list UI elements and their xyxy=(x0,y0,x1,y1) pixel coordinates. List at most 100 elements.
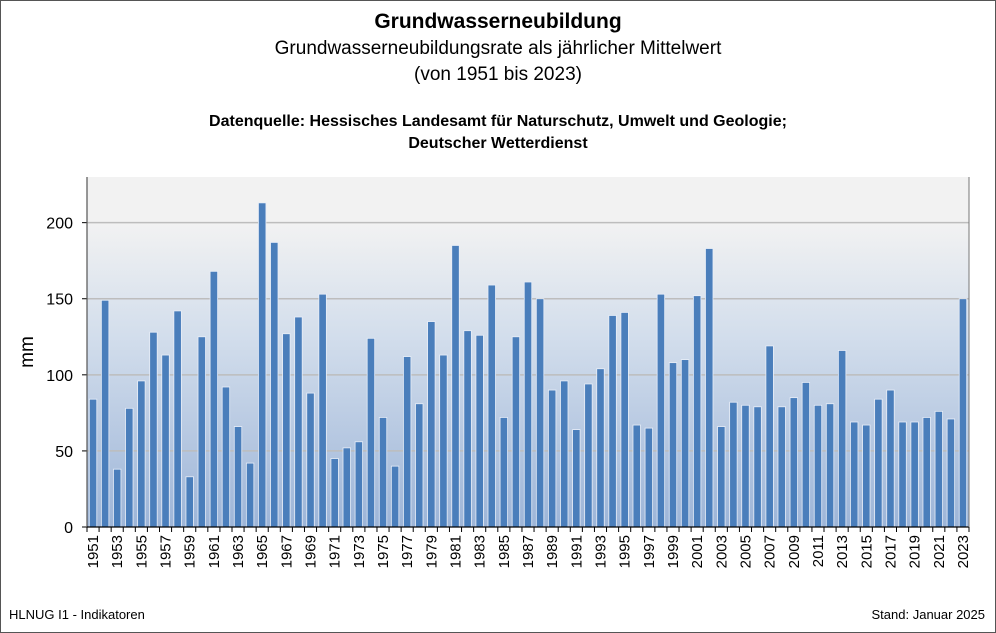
bar xyxy=(825,403,835,528)
chart-subtitle: Grundwasserneubildungsrate als jährliche… xyxy=(274,38,722,59)
bar xyxy=(245,462,255,528)
bar xyxy=(813,404,823,528)
bar xyxy=(801,382,811,528)
x-tick-label: 1963 xyxy=(230,535,247,568)
y-tick-label: 150 xyxy=(46,292,73,309)
y-tick-label: 0 xyxy=(64,520,73,537)
data-source-line-2: Deutscher Wetterdienst xyxy=(408,135,588,152)
bar xyxy=(523,281,533,528)
bar xyxy=(366,337,376,528)
bar xyxy=(898,421,907,528)
bar xyxy=(560,380,569,528)
bar xyxy=(161,354,170,528)
bar xyxy=(463,330,472,528)
bar xyxy=(886,389,895,528)
bar xyxy=(88,398,98,528)
bar xyxy=(173,310,182,528)
chart-period: (von 1951 bis 2023) xyxy=(414,64,582,85)
x-tick-label: 2007 xyxy=(762,535,779,568)
footer-date: Stand: Januar 2025 xyxy=(871,607,985,622)
bar xyxy=(475,334,484,528)
bar xyxy=(837,350,847,528)
bar xyxy=(451,245,460,528)
x-tick-label: 2021 xyxy=(931,535,948,568)
x-tick-label: 1985 xyxy=(496,535,513,568)
bar xyxy=(789,397,798,528)
x-tick-label: 1997 xyxy=(641,535,658,568)
bar xyxy=(185,476,194,528)
bar xyxy=(777,406,786,528)
bar xyxy=(233,426,243,528)
bar xyxy=(934,410,943,528)
bar xyxy=(548,389,557,528)
x-tick-label: 1959 xyxy=(182,535,199,568)
bar xyxy=(596,368,605,528)
x-tick-label: 1967 xyxy=(278,535,295,568)
bar xyxy=(499,417,508,528)
x-tick-label: 1951 xyxy=(85,535,102,568)
bar xyxy=(862,424,871,528)
bar xyxy=(427,321,436,528)
x-tick-label: 2013 xyxy=(834,535,851,568)
y-tick-label: 50 xyxy=(55,444,73,461)
bar xyxy=(765,345,774,528)
x-tick-label: 1953 xyxy=(109,535,126,568)
x-tick-label: 1981 xyxy=(448,535,465,568)
x-tick-label: 1957 xyxy=(158,535,175,568)
bar xyxy=(741,404,750,528)
bar xyxy=(125,407,134,528)
bar xyxy=(693,295,702,528)
x-tick-label: 2003 xyxy=(713,535,730,568)
bar xyxy=(850,421,859,528)
bar xyxy=(572,429,581,528)
x-tick-label: 2001 xyxy=(689,535,706,568)
x-tick-label: 2019 xyxy=(907,535,924,568)
x-tick-label: 2009 xyxy=(786,535,803,568)
bar xyxy=(390,465,400,528)
bar xyxy=(258,202,267,528)
x-tick-label: 1983 xyxy=(472,535,489,568)
footer-source: HLNUG I1 - Indikatoren xyxy=(9,607,145,622)
bar xyxy=(656,293,666,528)
x-tick-label: 1969 xyxy=(303,535,320,568)
x-tick-label: 1971 xyxy=(327,535,344,568)
bar xyxy=(149,331,158,528)
bar xyxy=(403,356,412,528)
x-tick-label: 2015 xyxy=(858,535,875,568)
bar xyxy=(584,383,593,528)
bar xyxy=(342,447,351,528)
bar xyxy=(680,359,690,528)
data-source-line-1: Datenquelle: Hessisches Landesamt für Na… xyxy=(209,113,787,130)
x-tick-label: 2005 xyxy=(737,535,754,568)
bar xyxy=(270,242,279,528)
x-tick-label: 1955 xyxy=(133,535,150,568)
x-tick-label: 1993 xyxy=(592,535,609,568)
bar xyxy=(705,248,714,528)
bar xyxy=(209,270,219,528)
chart-title: Grundwasserneubildung xyxy=(374,10,622,33)
x-tick-label: 1989 xyxy=(544,535,561,568)
x-tick-label: 1987 xyxy=(520,535,537,568)
bar xyxy=(632,424,641,528)
x-tick-label: 1991 xyxy=(568,535,585,568)
x-tick-label: 1999 xyxy=(665,535,682,568)
x-tick-label: 1965 xyxy=(254,535,271,568)
bar xyxy=(415,403,424,528)
x-tick-label: 1973 xyxy=(351,535,368,568)
bar xyxy=(330,458,339,528)
bar xyxy=(910,421,919,528)
x-tick-label: 2023 xyxy=(955,535,972,568)
bar xyxy=(282,333,291,528)
bar xyxy=(608,315,617,528)
bar xyxy=(874,398,883,528)
bar xyxy=(535,298,545,528)
bar xyxy=(113,468,122,528)
bar xyxy=(487,284,496,528)
bar xyxy=(306,392,315,528)
bar xyxy=(137,380,146,528)
bar xyxy=(354,441,363,528)
bar xyxy=(294,316,303,528)
bar xyxy=(729,401,738,528)
